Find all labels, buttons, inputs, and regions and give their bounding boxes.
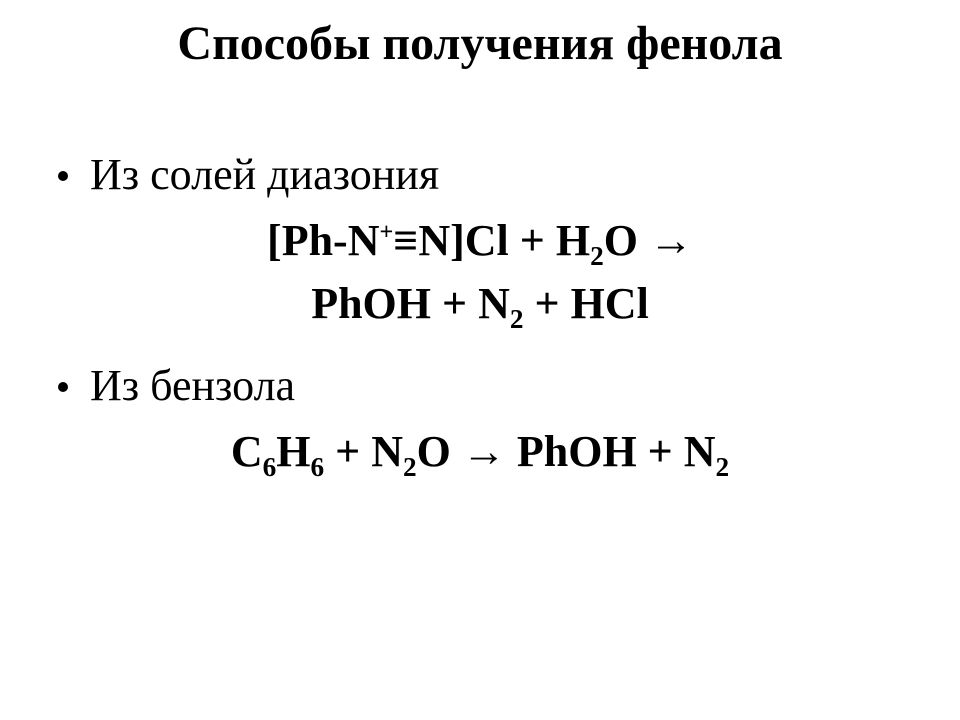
equation-1-line-1: [Ph-N+≡N]Cl + H2O → bbox=[60, 211, 900, 270]
bullet-dot-icon bbox=[58, 382, 68, 392]
eq-text: ≡N]Cl + H bbox=[393, 216, 590, 265]
bullet-text: Из солей диазония bbox=[90, 150, 439, 199]
bullet-dot-icon bbox=[58, 171, 68, 181]
eq-sub: 2 bbox=[510, 304, 524, 334]
slide-title: Способы получения фенола bbox=[0, 18, 960, 71]
eq-text: + N bbox=[324, 427, 403, 476]
bullet-text: Из бензола bbox=[90, 361, 295, 410]
eq-sub: 6 bbox=[311, 452, 325, 482]
slide: Способы получения фенола Из солей диазон… bbox=[0, 0, 960, 720]
eq-text: H bbox=[276, 427, 310, 476]
eq-text: O → bbox=[604, 216, 693, 265]
bullet-item-2: Из бензола bbox=[60, 361, 900, 412]
bullet-item-1: Из солей диазония bbox=[60, 150, 900, 201]
eq-text: C bbox=[231, 427, 263, 476]
eq-sub: 6 bbox=[263, 452, 277, 482]
eq-text: + HCl bbox=[524, 279, 649, 328]
eq-sub: 2 bbox=[590, 240, 604, 270]
eq-text: O → PhOH + N bbox=[417, 427, 716, 476]
eq-sup: + bbox=[379, 218, 393, 245]
slide-body: Из солей диазония [Ph-N+≡N]Cl + H2O → Ph… bbox=[60, 140, 900, 485]
eq-text: [Ph-N bbox=[267, 216, 379, 265]
eq-sub: 2 bbox=[716, 452, 730, 482]
eq-sub: 2 bbox=[403, 452, 417, 482]
equation-1-line-2: PhOH + N2 + HCl bbox=[60, 274, 900, 333]
eq-text: PhOH + N bbox=[311, 279, 510, 328]
equation-2: C6H6 + N2O → PhOH + N2 bbox=[60, 422, 900, 481]
